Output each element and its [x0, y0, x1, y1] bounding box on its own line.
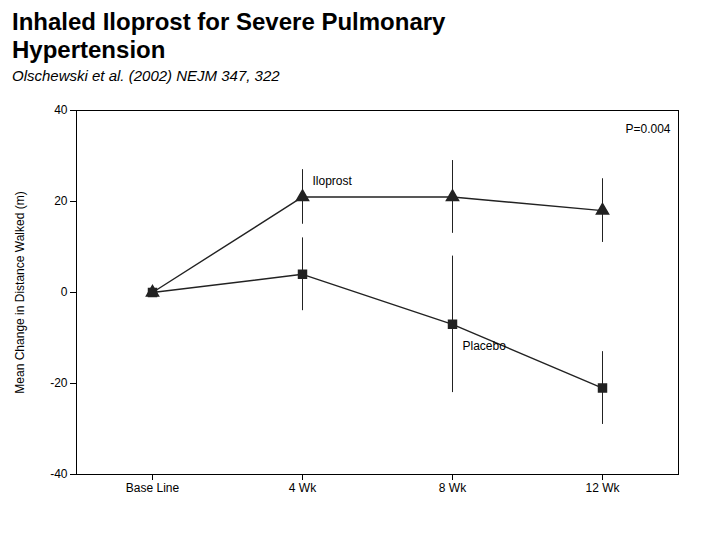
- svg-text:20: 20: [54, 195, 68, 209]
- svg-text:8 Wk: 8 Wk: [439, 481, 467, 495]
- svg-text:4 Wk: 4 Wk: [289, 481, 317, 495]
- svg-text:-40: -40: [50, 468, 68, 482]
- svg-text:Placebo: Placebo: [463, 339, 507, 353]
- svg-text:Iloprost: Iloprost: [313, 174, 353, 188]
- html-text:Inhaled Iloprost for Severe Pu: Inhaled Iloprost for Severe Pulmonary Hy…: [12, 8, 446, 63]
- html-text:Olschewski et al. (2002) NEJM: Olschewski et al. (2002) NEJM 347, 322: [12, 67, 280, 85]
- svg-text:Base Line: Base Line: [126, 481, 180, 495]
- svg-text:-20: -20: [50, 377, 68, 391]
- svg-text:P=0.004: P=0.004: [625, 122, 670, 136]
- svg-text:Mean Change in Distance Walked: Mean Change in Distance Walked (m): [13, 192, 27, 394]
- svg-text:12 Wk: 12 Wk: [585, 481, 620, 495]
- svg-text:0: 0: [61, 286, 68, 300]
- svg-text:40: 40: [54, 104, 68, 118]
